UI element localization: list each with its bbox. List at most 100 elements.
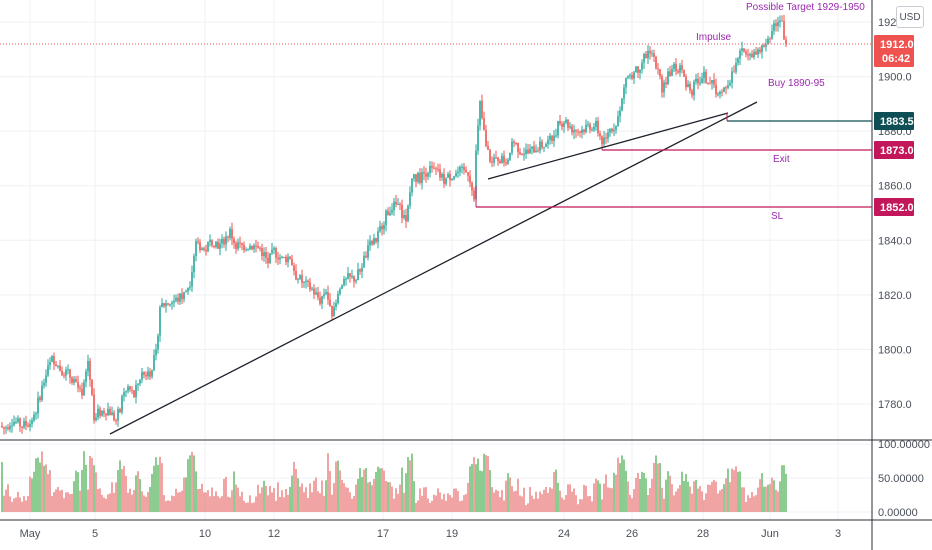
volume-bar — [429, 503, 431, 512]
volume-bar — [749, 497, 751, 512]
candle-body — [171, 302, 173, 305]
volume-bar — [473, 457, 475, 512]
volume-bar — [725, 478, 727, 512]
volume-bar — [709, 485, 711, 512]
time-tick-label: 3 — [835, 528, 841, 540]
volume-bar — [313, 480, 315, 512]
candle-body — [51, 356, 53, 362]
volume-bar — [457, 491, 459, 512]
candle-body — [461, 166, 463, 168]
volume-bar — [77, 472, 79, 512]
volume-bar — [461, 500, 463, 512]
volume-bar — [651, 478, 653, 512]
time-tick-label: 24 — [558, 528, 570, 540]
candle-body — [285, 256, 287, 263]
volume-bar — [151, 473, 153, 512]
candle-body — [151, 370, 153, 377]
candle-body — [23, 420, 25, 428]
volume-bar — [547, 493, 549, 512]
candle-body — [211, 240, 213, 246]
volume-bar — [379, 468, 381, 512]
candle-body — [547, 140, 549, 145]
candle-body — [379, 226, 381, 232]
volume-bar — [493, 492, 495, 512]
candle-body — [629, 75, 631, 77]
volume-bar — [763, 486, 765, 512]
volume-bar — [687, 481, 689, 512]
volume-bar — [717, 493, 719, 512]
volume-bar — [511, 486, 513, 512]
volume-bar — [33, 471, 35, 512]
volume-bar — [5, 489, 7, 512]
volume-bar — [287, 494, 289, 512]
volume-bar — [755, 495, 757, 512]
volume-bar — [477, 458, 479, 512]
volume-bar — [597, 480, 599, 512]
candle-body — [569, 126, 571, 128]
volume-bar — [317, 491, 319, 512]
volume-bar — [387, 482, 389, 512]
volume-bar — [765, 486, 767, 512]
volume-bar — [177, 492, 179, 512]
volume-bar — [285, 488, 287, 512]
candle-body — [409, 192, 411, 206]
candle-body — [767, 38, 769, 45]
candle-body — [645, 53, 647, 59]
volume-bar — [217, 496, 219, 512]
volume-bar — [661, 487, 663, 512]
candle-body — [13, 422, 15, 426]
candle-body — [625, 77, 627, 88]
currency-badge[interactable]: USD — [896, 6, 924, 28]
current-price-label: 1912.0 — [880, 39, 914, 51]
candle-body — [1, 425, 3, 428]
candle-body — [627, 76, 629, 78]
candle-body — [757, 49, 759, 55]
volume-bar — [129, 488, 131, 512]
volume-bar — [695, 479, 697, 512]
candle-body — [435, 168, 437, 170]
volume-bar — [603, 483, 605, 512]
candle-body — [15, 422, 17, 424]
candle-body — [711, 80, 713, 84]
candle-body — [553, 135, 555, 141]
volume-bar — [399, 484, 401, 512]
volume-bar — [59, 490, 61, 512]
volume-bar — [635, 477, 637, 512]
volume-bar — [199, 488, 201, 512]
candle-body — [29, 424, 31, 427]
price-levels — [0, 43, 872, 208]
candle-body — [661, 76, 663, 93]
volume-bar — [339, 470, 341, 512]
candle-body — [257, 245, 259, 248]
candle-body — [337, 293, 339, 304]
candle-body — [745, 51, 747, 55]
volume-bar — [581, 499, 583, 512]
volume-bar — [425, 487, 427, 512]
candle-body — [663, 82, 665, 93]
candle-body — [329, 299, 331, 306]
volume-bar — [525, 505, 527, 512]
volume-bar — [235, 484, 237, 512]
candle-body — [223, 238, 225, 245]
candle-body — [137, 383, 139, 385]
candle-body — [427, 173, 429, 177]
time-axis[interactable]: May 5 10 12 17 19 24 26 28 Jun 3 — [20, 528, 841, 540]
candle-body — [705, 71, 707, 83]
candle-body — [241, 243, 243, 245]
volume-bar — [225, 476, 227, 512]
candle-body — [61, 370, 63, 376]
volume-bar — [191, 451, 193, 512]
volume-bar — [229, 497, 231, 512]
volume-bar — [57, 487, 59, 512]
volume-bar — [347, 487, 349, 512]
volume-bar — [11, 501, 13, 512]
price-tick-label: 1900.0 — [878, 72, 912, 84]
volume-tick-label: 100.00000 — [878, 439, 930, 451]
volume-bar — [3, 495, 5, 512]
candle-body — [65, 369, 67, 376]
volume-bar — [43, 465, 45, 512]
candle-body — [381, 226, 383, 230]
price-axis[interactable]: 1780.01800.01820.01840.01860.01880.01900… — [878, 17, 930, 519]
candle-body — [475, 150, 477, 200]
